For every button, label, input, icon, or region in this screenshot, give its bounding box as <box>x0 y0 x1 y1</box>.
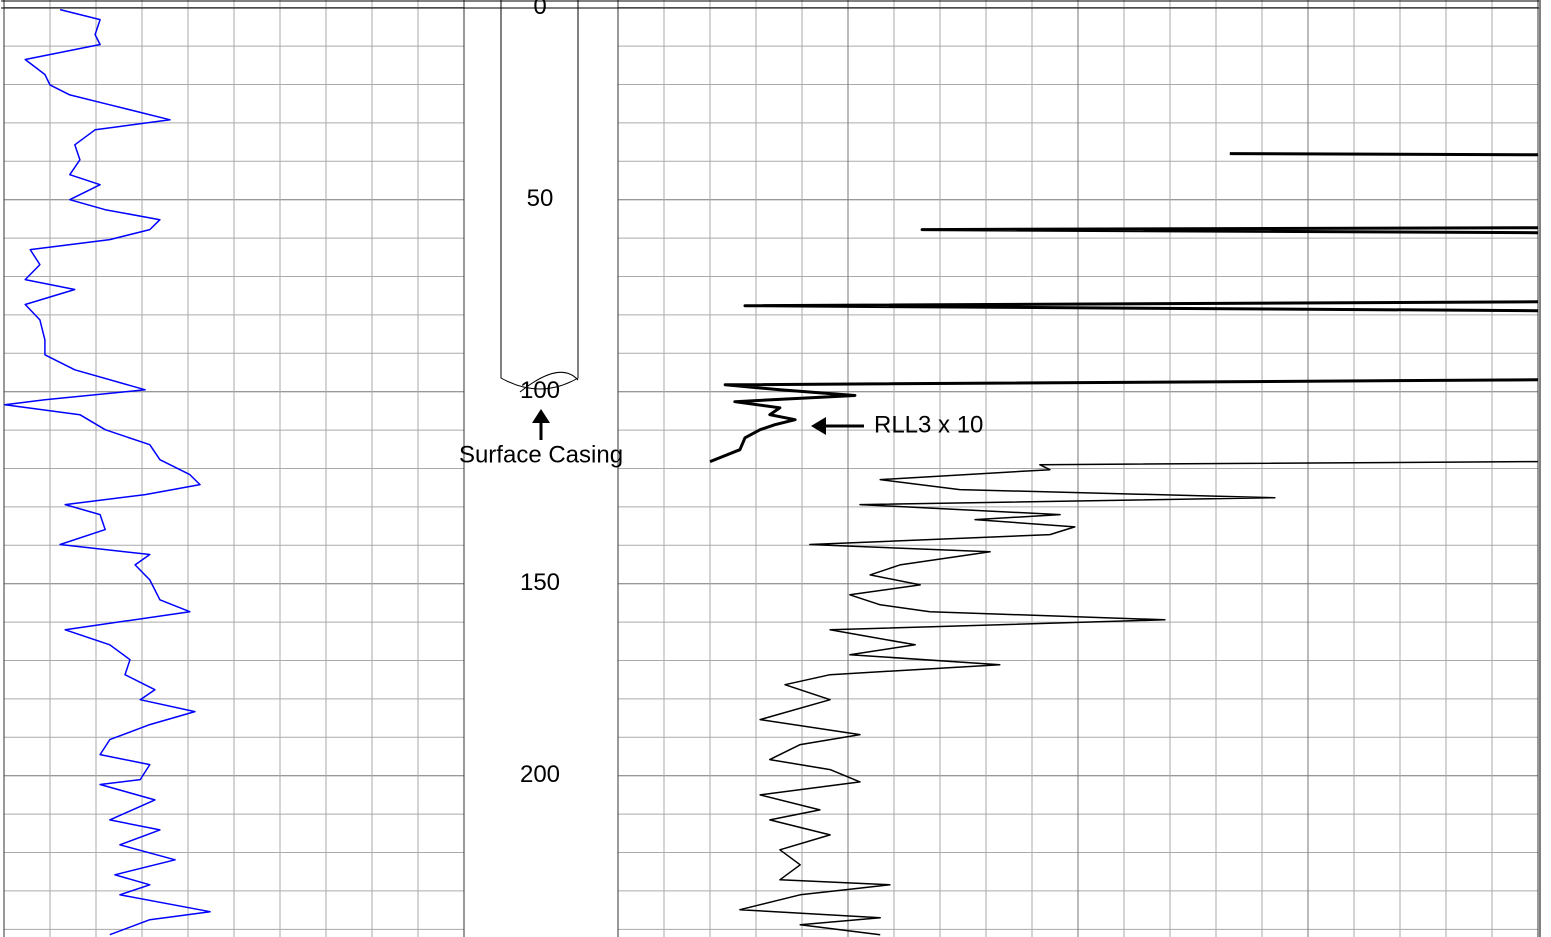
depth-label: 200 <box>520 761 560 788</box>
casing-shoe <box>519 371 579 393</box>
arrow-head <box>532 409 550 423</box>
annotation: Surface Casing <box>459 441 623 468</box>
log-curve <box>739 460 1539 936</box>
depth-label: 150 <box>520 569 560 596</box>
curve-label: RLL3 x 10 <box>874 411 983 438</box>
casing <box>500 0 579 390</box>
depth-label: 0 <box>533 0 546 20</box>
log-curve <box>709 152 1539 463</box>
depth-label: 50 <box>527 185 554 212</box>
depth-label: 100 <box>520 377 560 404</box>
log-curve <box>4 8 211 936</box>
arrow-head <box>811 417 826 435</box>
